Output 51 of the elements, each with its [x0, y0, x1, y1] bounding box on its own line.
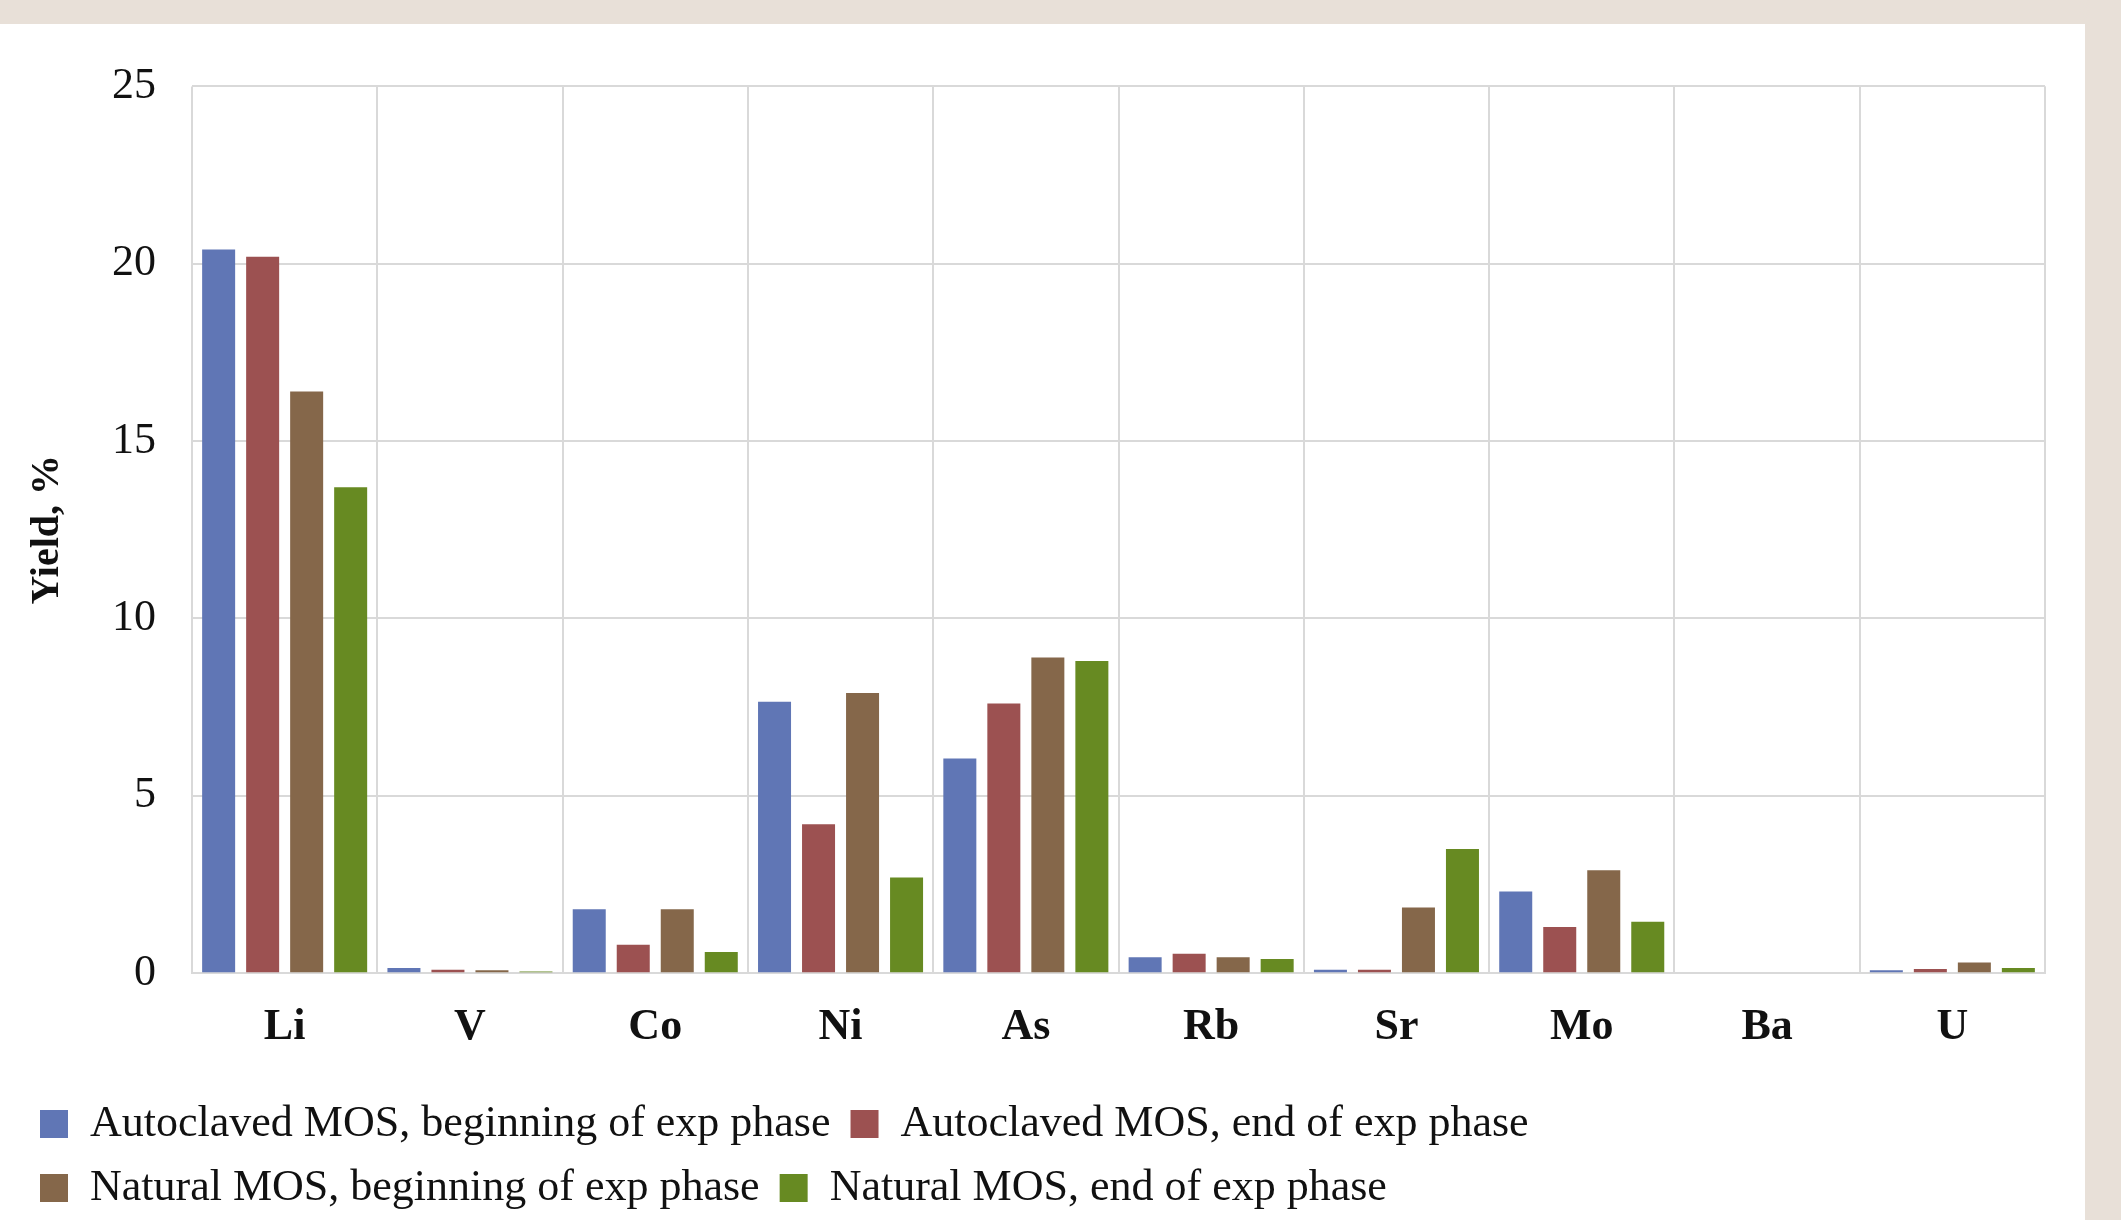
bar	[290, 391, 324, 973]
x-tick-label: V	[454, 999, 487, 1049]
bar	[943, 758, 977, 973]
bar	[660, 909, 694, 973]
bar	[2001, 967, 2035, 973]
bar	[704, 951, 738, 973]
bar	[387, 967, 421, 973]
bar	[1587, 870, 1621, 973]
bar	[572, 909, 606, 973]
bar	[890, 877, 924, 973]
x-tick-label: Sr	[1374, 999, 1419, 1049]
legend-label: Natural MOS, end of exp phase	[829, 1160, 1387, 1210]
bar	[802, 824, 836, 973]
y-tick-label: 5	[134, 768, 156, 818]
bar	[1499, 891, 1533, 973]
y-tick-label: 25	[112, 58, 156, 108]
x-tick-label: Ni	[818, 999, 863, 1049]
bar	[1128, 957, 1162, 973]
y-tick-label: 0	[134, 945, 156, 995]
y-tick-label: 10	[112, 591, 156, 641]
x-tick-label: U	[1936, 999, 1969, 1049]
x-tick-label: Rb	[1183, 999, 1240, 1049]
bar	[1957, 962, 1991, 973]
x-tick-label: Ba	[1741, 999, 1793, 1049]
legend-label: Autoclaved MOS, end of exp phase	[900, 1096, 1529, 1146]
x-tick-label: As	[1001, 999, 1051, 1049]
bar	[1216, 957, 1250, 973]
bar	[1401, 907, 1435, 973]
bar	[334, 487, 368, 973]
legend-label: Autoclaved MOS, beginning of exp phase	[90, 1096, 831, 1146]
y-tick-label: 15	[112, 413, 156, 463]
bar	[1913, 968, 1947, 973]
bar	[987, 703, 1021, 973]
y-tick-label: 20	[112, 236, 156, 286]
bar	[1631, 921, 1665, 973]
bar	[1543, 927, 1577, 973]
legend-label: Natural MOS, beginning of exp phase	[90, 1160, 760, 1210]
x-tick-label: Mo	[1549, 999, 1614, 1049]
bar	[1075, 661, 1109, 973]
bar	[758, 701, 792, 973]
bar	[1031, 657, 1065, 973]
x-tick-label: Co	[628, 999, 683, 1049]
bar	[846, 692, 880, 973]
bar	[1260, 959, 1294, 973]
bar	[1445, 849, 1479, 973]
y-axis-title: Yield, %	[22, 454, 68, 605]
bar	[616, 944, 650, 973]
bar	[246, 256, 280, 973]
bar	[202, 249, 236, 973]
bar	[1172, 953, 1206, 973]
x-tick-label: Li	[263, 999, 306, 1049]
